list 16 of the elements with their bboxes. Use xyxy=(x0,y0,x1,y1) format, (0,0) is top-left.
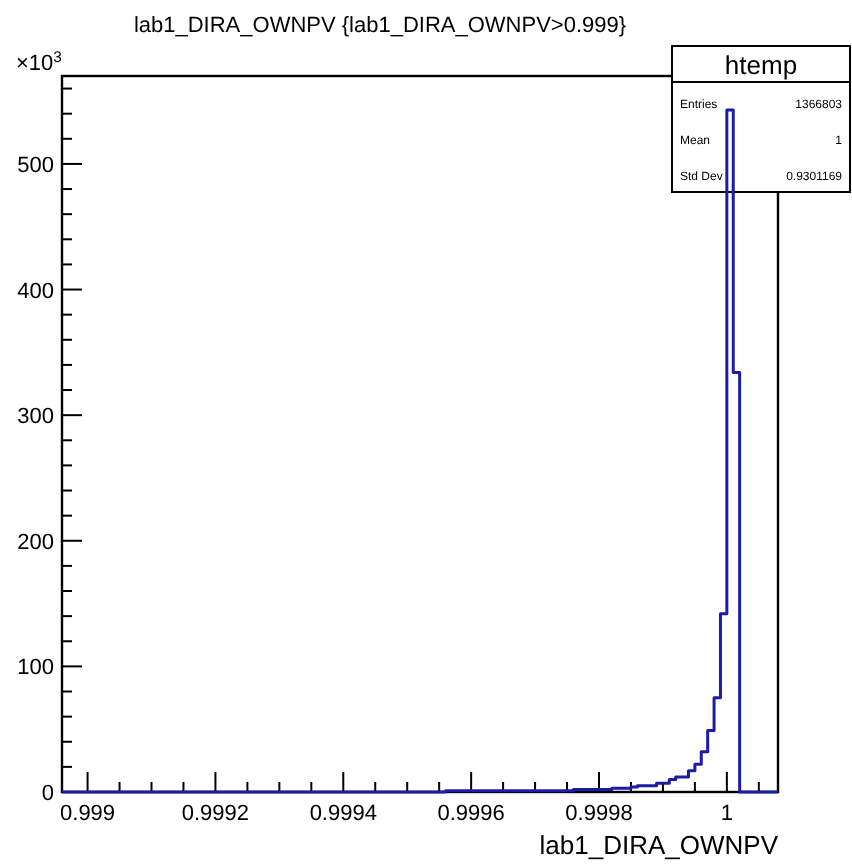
y-tick-label: 300 xyxy=(17,405,54,430)
x-tick-label: 0.9992 xyxy=(181,802,250,826)
y-tick-label: 500 xyxy=(17,153,54,178)
x-axis-title: lab1_DIRA_OWNPV xyxy=(539,830,779,860)
y-tick-label: 200 xyxy=(17,530,54,555)
x-tick-label: 0.9996 xyxy=(437,802,505,826)
y-tick-label: 0 xyxy=(41,782,54,806)
text: ×10$^{3}$ xyxy=(16,47,62,76)
chart-title: lab1_DIRA_OWNPV {lab1_DIRA_OWNPV>0.999} xyxy=(133,14,627,38)
x-tick-label: 0.9994 xyxy=(309,802,377,826)
x-tick-label: 0.9998 xyxy=(565,802,633,826)
y-tick-label: 100 xyxy=(17,656,54,681)
annotation: htemp xyxy=(724,50,798,80)
y-tick-label: 400 xyxy=(17,279,54,304)
x-tick-label: 1 xyxy=(720,802,733,826)
x-tick-label: 0.999 xyxy=(60,802,116,826)
